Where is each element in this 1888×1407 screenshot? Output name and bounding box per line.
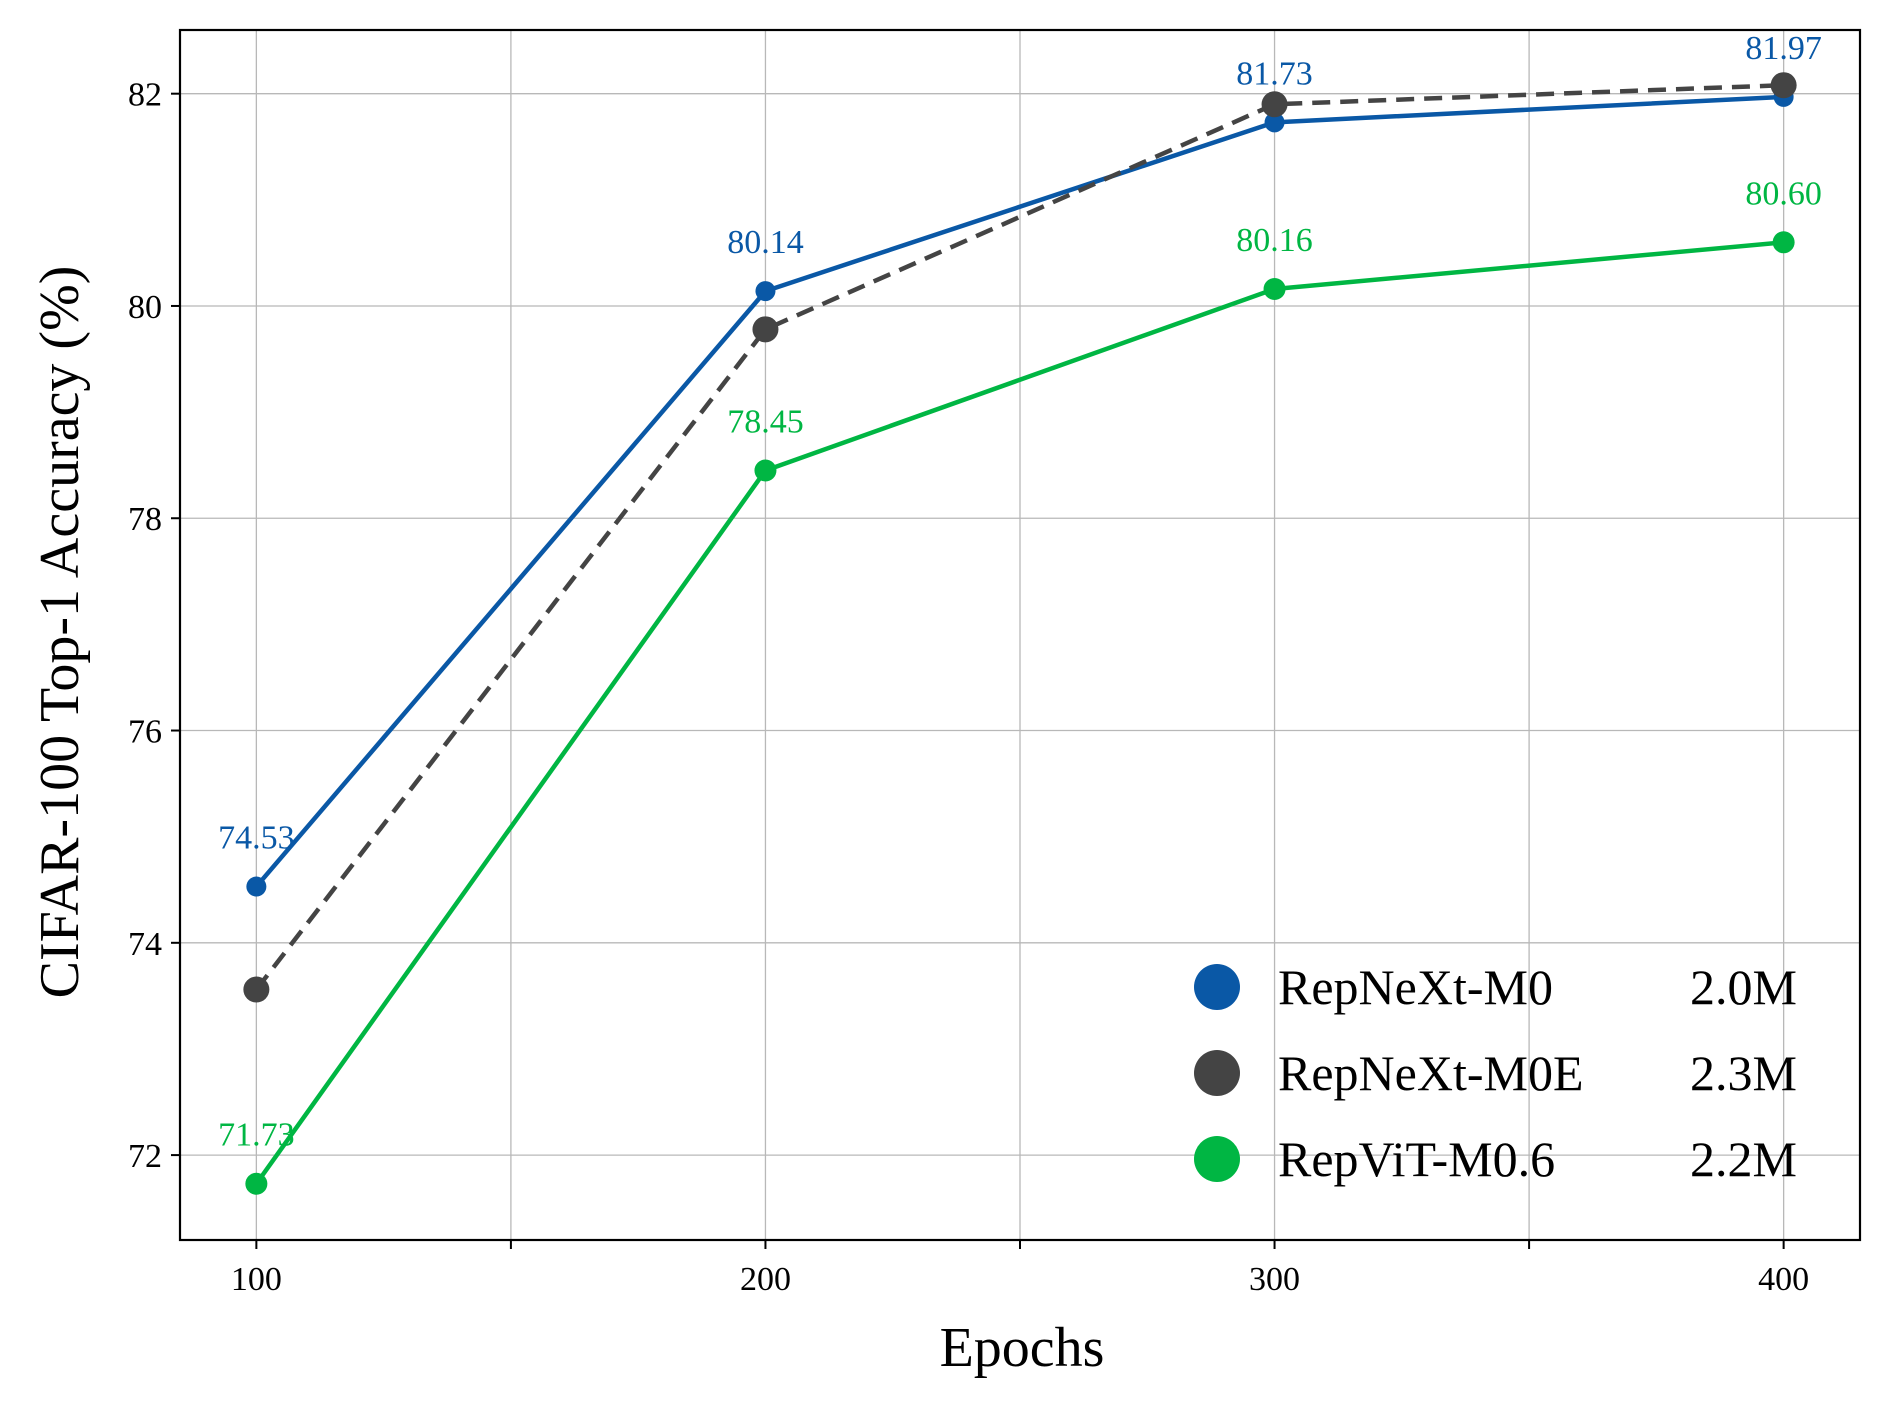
data-point [754, 459, 777, 482]
data-point [1772, 231, 1795, 254]
data-label: 78.45 [727, 403, 804, 440]
y-axis: 72 74 76 78 80 82 [128, 77, 180, 1175]
legend-series-name: RepNeXt-M0 [1278, 959, 1553, 1015]
series-line [254, 240, 1784, 1186]
series-line [254, 94, 1784, 889]
y-tick-label: 72 [128, 1138, 162, 1175]
legend-marker [1194, 1136, 1240, 1182]
legend-series-params: 2.0M [1690, 959, 1797, 1015]
data-point [752, 316, 779, 343]
x-tick-label: 400 [1758, 1261, 1809, 1298]
x-axis-label: Epochs [940, 1317, 1105, 1379]
data-label: 80.60 [1745, 175, 1822, 212]
y-axis-label: CIFAR-100 Top-1 Accuracy (%) [29, 266, 91, 999]
legend: RepNeXt-M0 2.0M RepNeXt-M0E 2.3M RepViT-M0.6… [1194, 959, 1797, 1187]
data-label: 80.16 [1236, 222, 1313, 259]
data-label: 74.53 [218, 820, 295, 857]
legend-series-name: RepViT-M0.6 [1278, 1131, 1555, 1187]
legend-series-params: 2.2M [1690, 1131, 1797, 1187]
data-point [245, 1172, 268, 1195]
data-label: 80.14 [727, 224, 804, 261]
data-point [1264, 112, 1285, 133]
y-tick-label: 80 [128, 289, 162, 326]
series-repvit-m0-6 [245, 231, 1795, 1195]
series-repnext-m0e [243, 72, 1797, 1003]
data-point [246, 876, 267, 897]
legend-series-name: RepNeXt-M0E [1278, 1045, 1584, 1101]
data-point [1261, 91, 1288, 118]
y-tick-label: 78 [128, 501, 162, 538]
x-axis: 100 200 300 400 [231, 1240, 1809, 1298]
x-tick-label: 100 [231, 1261, 282, 1298]
y-tick-label: 74 [128, 926, 162, 963]
series-layer [243, 72, 1797, 1195]
legend-marker [1194, 964, 1240, 1010]
data-point [1263, 277, 1286, 300]
data-label: 81.97 [1745, 30, 1822, 67]
x-tick-label: 200 [740, 1261, 791, 1298]
x-tick-label: 300 [1249, 1261, 1300, 1298]
y-tick-label: 76 [128, 714, 162, 751]
legend-marker [1194, 1050, 1240, 1096]
data-point [243, 976, 270, 1003]
data-point [1770, 72, 1797, 99]
data-point [755, 281, 776, 302]
data-label: 81.73 [1236, 55, 1313, 92]
legend-series-params: 2.3M [1690, 1045, 1797, 1101]
y-tick-label: 82 [128, 77, 162, 114]
data-labels: 74.53 80.14 81.73 81.97 71.73 78.45 80.16 80.60 [218, 30, 1822, 1154]
series-repnext-m0 [246, 86, 1794, 897]
data-label: 71.73 [218, 1117, 295, 1154]
